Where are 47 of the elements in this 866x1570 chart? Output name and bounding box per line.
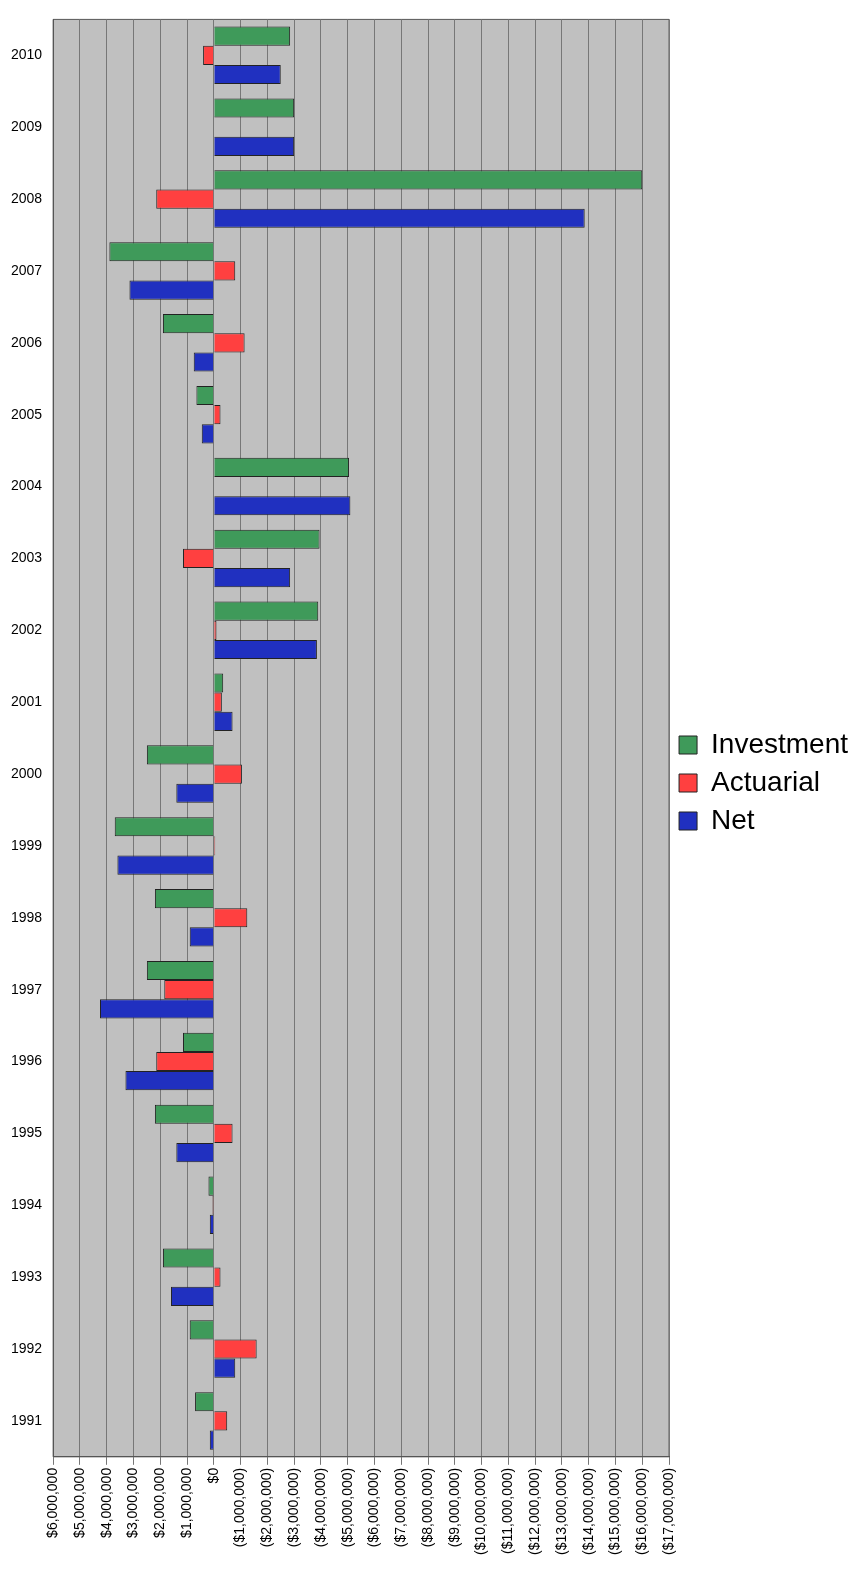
x-tick-label: ($13,000,000) [552,1467,569,1556]
x-tick-label: ($2,000,000) [258,1467,275,1548]
legend-label: Net [711,803,755,835]
y-tick-label: 1998 [10,908,43,925]
x-tick-label: ($15,000,000) [606,1467,623,1556]
y-tick-label: 2007 [10,261,43,278]
x-tick-label: ($12,000,000) [526,1467,543,1556]
y-tick-label: 1993 [10,1268,43,1284]
y-tick-label: 2008 [10,189,43,206]
x-tick-label: $0 [204,1467,221,1484]
y-tick-label: 1996 [10,1052,43,1069]
y-tick-label: 2003 [10,549,43,566]
y-tick-label: 2006 [10,333,43,350]
x-tick-label: $2,000,000 [151,1467,168,1538]
x-tick-label: ($8,000,000) [418,1467,435,1548]
x-tick-label: $1,000,000 [177,1467,194,1538]
y-tick-label: 1997 [10,980,43,997]
legend-label: Investment [711,727,849,759]
x-tick-label: ($1,000,000) [231,1467,248,1548]
x-tick-label: ($7,000,000) [392,1467,409,1548]
y-tick-label: 2002 [10,621,43,638]
x-tick-label: ($3,000,000) [285,1467,302,1548]
x-tick-label: ($9,000,000) [445,1467,462,1548]
x-tick-label: ($11,000,000) [499,1467,516,1554]
legend-label: Actuarial [711,765,820,797]
y-tick-label: 1994 [10,1196,43,1213]
x-tick-label: ($4,000,000) [311,1467,328,1548]
y-tick-label: 1999 [10,836,43,853]
y-tick-label: 1995 [10,1124,43,1141]
y-tick-label: 2010 [10,46,43,63]
y-tick-label: 2009 [10,118,43,135]
x-tick-label: ($17,000,000) [659,1467,676,1556]
x-tick-label: ($14,000,000) [579,1467,596,1556]
y-tick-label: 2004 [10,477,43,494]
y-tick-label: 1991 [10,1411,43,1428]
x-tick-label: ($16,000,000) [633,1467,650,1556]
y-tick-label: 2001 [10,693,43,710]
x-tick-label: $6,000,000 [44,1467,60,1538]
x-tick-label: ($6,000,000) [365,1467,382,1548]
y-tick-label: 2005 [10,405,43,422]
x-tick-label: ($5,000,000) [338,1467,355,1548]
x-tick-label: $3,000,000 [124,1467,141,1538]
x-tick-label: $5,000,000 [70,1467,87,1538]
y-tick-label: 2000 [10,764,43,781]
x-tick-label: $4,000,000 [97,1467,114,1538]
y-tick-label: 1992 [10,1339,43,1356]
x-tick-label: ($10,000,000) [472,1467,489,1556]
